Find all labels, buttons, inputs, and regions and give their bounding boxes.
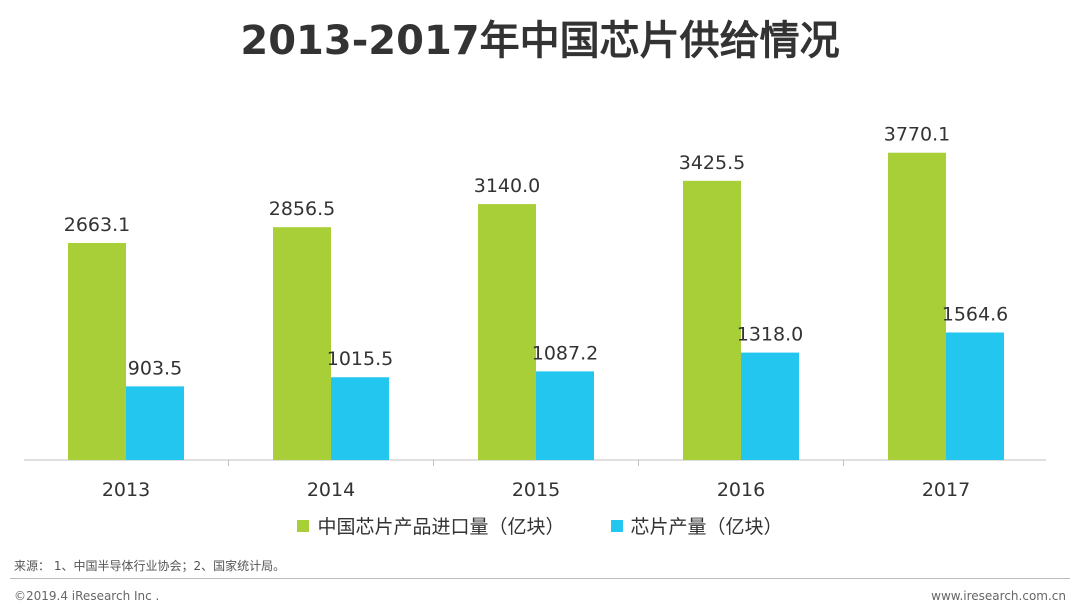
source-note: 来源： 1、中国半导体行业协会；2、国家统计局。 <box>14 559 286 573</box>
legend-swatch-import <box>297 519 310 532</box>
bar-production-2014 <box>331 377 389 460</box>
legend-item-production: 芯片产量（亿块） <box>610 512 783 539</box>
bar-import-2013 <box>68 242 126 460</box>
x-tick-label-2014: 2014 <box>307 479 355 501</box>
data-label-production-2014: 1015.5 <box>327 348 393 370</box>
data-label-import-2017: 3770.1 <box>884 124 950 146</box>
data-label-production-2013: 903.5 <box>128 357 182 379</box>
legend-swatch-production <box>610 519 623 532</box>
bar-import-2017 <box>888 152 946 460</box>
legend-label-production: 芯片产量（亿块） <box>630 516 783 538</box>
bar-import-2015 <box>478 204 536 460</box>
data-label-import-2013: 2663.1 <box>64 214 130 236</box>
data-label-import-2016: 3425.5 <box>679 152 745 174</box>
bar-import-2016 <box>683 180 741 460</box>
legend-item-import: 中国芯片产品进口量（亿块） <box>297 512 565 539</box>
bar-production-2013 <box>126 386 184 460</box>
data-label-production-2016: 1318.0 <box>737 324 803 346</box>
bar-import-2014 <box>273 227 331 460</box>
footer-divider <box>10 578 1070 579</box>
x-tick-label-2015: 2015 <box>512 479 560 501</box>
bar-production-2015 <box>536 371 594 460</box>
website-text: www.iresearch.com.cn <box>931 589 1066 603</box>
data-label-import-2014: 2856.5 <box>269 198 335 220</box>
data-label-import-2015: 3140.0 <box>474 175 540 197</box>
chart-title: 2013-2017年中国芯片供给情况 <box>240 18 840 64</box>
copyright-text: ©2019.4 iResearch Inc . <box>14 589 160 603</box>
data-label-production-2015: 1087.2 <box>532 342 598 364</box>
legend: 中国芯片产品进口量（亿块） 芯片产量（亿块） <box>0 512 1080 539</box>
bar-production-2017 <box>946 332 1004 460</box>
data-label-production-2017: 1564.6 <box>942 303 1008 325</box>
bar-production-2016 <box>741 352 799 460</box>
legend-label-import: 中国芯片产品进口量（亿块） <box>317 516 565 538</box>
x-tick-label-2013: 2013 <box>102 479 150 501</box>
x-tick-label-2017: 2017 <box>922 479 970 501</box>
x-tick-label-2016: 2016 <box>717 479 765 501</box>
